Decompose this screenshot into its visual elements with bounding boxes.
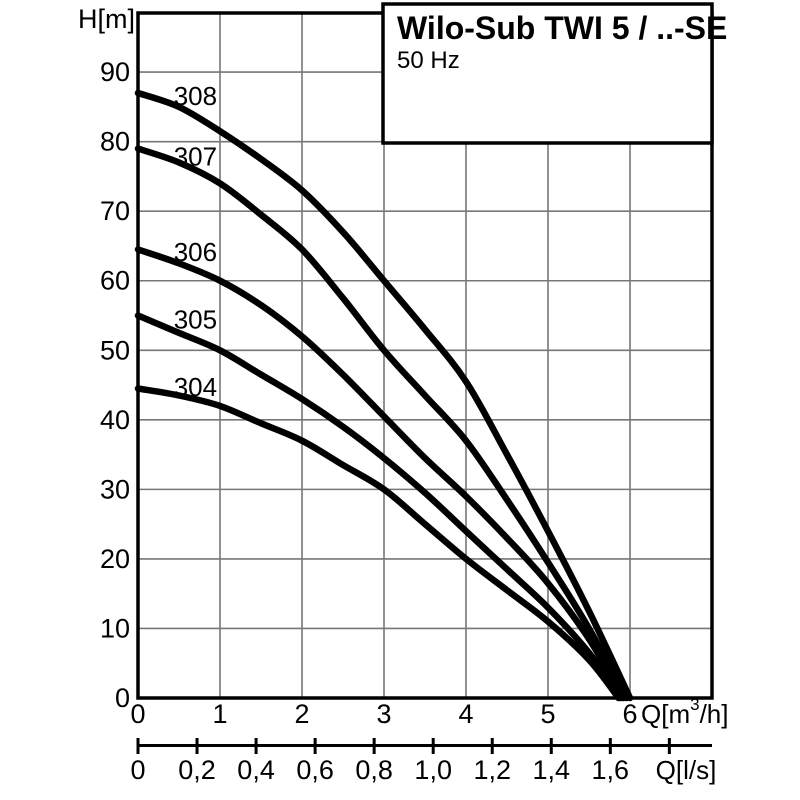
x-tick-label: 0 — [130, 699, 145, 729]
title-box-frame — [381, 2, 714, 145]
y-tick-label: 90 — [100, 57, 130, 87]
chart-title: Wilo-Sub TWI 5 / ..-SE — [397, 10, 727, 46]
pump-curve-308 — [134, 89, 634, 702]
x-axis-unit-label: Q[m3/h] — [641, 695, 729, 730]
x-tick-label: 4 — [458, 699, 473, 729]
x-tick-label: 6 — [622, 699, 637, 729]
x-tick-label: 3 — [376, 699, 391, 729]
curve-label-304: 304 — [174, 372, 217, 402]
pump-curve-306 — [134, 246, 627, 702]
x2-tick-label: 0,2 — [178, 755, 216, 785]
title-box: Wilo-Sub TWI 5 / ..-SE 50 Hz — [381, 2, 727, 145]
y-tick-label: 40 — [100, 405, 130, 435]
x-tick-label: 5 — [540, 699, 555, 729]
x2-tick-label: 0,8 — [355, 755, 393, 785]
x2-tick-label: 0,4 — [237, 755, 275, 785]
secondary-x-axis: 0 0,2 0,4 0,6 0,8 1,0 1,2 1,4 1,6 Q[l/s] — [130, 738, 716, 785]
curve-label-306: 306 — [174, 237, 217, 267]
x2-tick-label: 1,2 — [473, 755, 511, 785]
x-tick-label: 2 — [294, 699, 309, 729]
pump-curves-layer — [134, 89, 634, 702]
y-axis-label: H[m] — [78, 4, 135, 34]
x2-tick-label: 1,6 — [592, 755, 630, 785]
curve-label-308: 308 — [174, 81, 217, 111]
x2-tick-label: 1,0 — [414, 755, 452, 785]
x-tick-label: 1 — [212, 699, 227, 729]
x2-tick-label: 1,4 — [533, 755, 571, 785]
x-axis-tick-labels: 0 1 2 3 4 5 6 — [130, 699, 637, 729]
x2-axis-unit-label: Q[l/s] — [656, 755, 717, 785]
curve-labels-layer: 308 307 306 305 304 — [174, 81, 217, 402]
y-tick-label: 0 — [115, 683, 130, 713]
y-axis-tick-labels: 0 10 20 30 40 50 60 70 80 90 — [100, 57, 130, 713]
y-tick-label: 30 — [100, 474, 130, 504]
curve-label-307: 307 — [174, 141, 217, 171]
y-tick-label: 10 — [100, 613, 130, 643]
pump-curve-304 — [134, 385, 622, 702]
x2-tick-label: 0,6 — [296, 755, 334, 785]
y-tick-label: 50 — [100, 335, 130, 365]
pump-curve-305 — [134, 312, 625, 702]
y-tick-label: 60 — [100, 266, 130, 296]
x2-tick-label: 0 — [130, 755, 145, 785]
curve-label-305: 305 — [174, 305, 217, 335]
y-tick-label: 80 — [100, 127, 130, 157]
chart-frequency: 50 Hz — [397, 47, 460, 74]
y-tick-label: 70 — [100, 196, 130, 226]
pump-curve-307 — [134, 145, 630, 702]
y-tick-label: 20 — [100, 544, 130, 574]
